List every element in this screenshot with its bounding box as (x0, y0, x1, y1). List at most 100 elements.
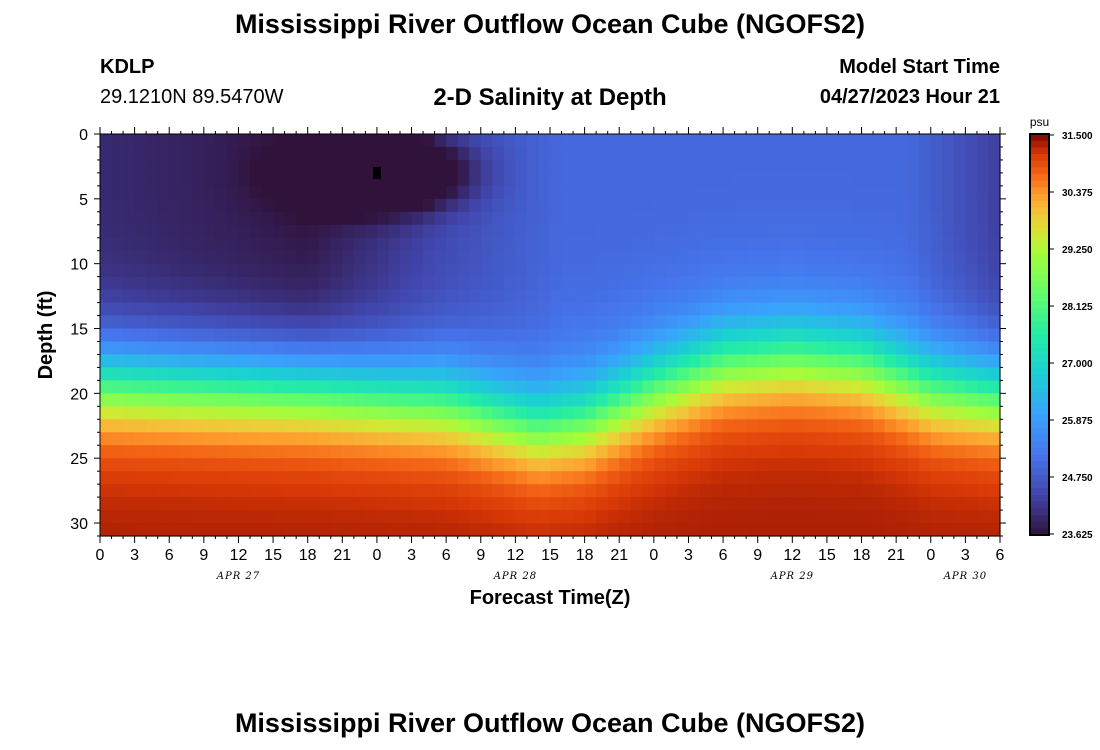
heatmap-cell (907, 484, 920, 498)
heatmap-cell (665, 289, 678, 304)
heatmap-cell (238, 263, 251, 278)
heatmap-cell (330, 445, 343, 459)
heatmap-cell (826, 211, 840, 226)
heatmap-cell (250, 393, 263, 407)
heatmap-cell (769, 134, 782, 148)
heatmap-cell (250, 146, 263, 161)
heatmap-cell (907, 172, 920, 187)
heatmap-cell (203, 393, 216, 407)
heatmap-cell (769, 185, 782, 200)
heatmap-cell (469, 432, 482, 446)
heatmap-cell (826, 146, 840, 161)
heatmap-cell (342, 224, 355, 239)
heatmap-cell (123, 211, 136, 226)
heatmap-cell (723, 510, 736, 524)
heatmap-cell (896, 211, 909, 226)
heatmap-cell (700, 172, 713, 187)
heatmap-cell (884, 380, 897, 394)
heatmap-cell (711, 328, 724, 343)
heatmap-cell (307, 315, 320, 330)
heatmap-cell (469, 134, 482, 148)
heatmap-cell (550, 367, 563, 381)
heatmap-cell (434, 159, 447, 174)
heatmap-cell (273, 276, 286, 291)
heatmap-cell (561, 134, 574, 148)
heatmap-cell (400, 523, 413, 537)
heatmap-cell (550, 134, 563, 148)
heatmap-cell (653, 211, 666, 226)
heatmap-cell (319, 510, 332, 524)
heatmap-cell (134, 393, 147, 407)
heatmap-cell (400, 276, 413, 291)
heatmap-cell (180, 419, 193, 433)
heatmap-cell (215, 354, 228, 369)
heatmap-cell (515, 315, 528, 330)
heatmap-cell (446, 419, 459, 433)
heatmap-cell (330, 276, 343, 291)
heatmap-cell (803, 328, 816, 343)
heatmap-cell (434, 211, 447, 226)
heatmap-cell (550, 354, 563, 369)
heatmap-cell (711, 445, 724, 459)
heatmap-cell (388, 237, 401, 252)
heatmap-cell (746, 302, 759, 317)
colorbar-swatch (1030, 401, 1049, 409)
heatmap-cell (261, 471, 274, 485)
heatmap-cell (457, 250, 470, 265)
heatmap-cell (134, 419, 147, 433)
colorbar-swatch (1030, 501, 1049, 509)
heatmap-cell (700, 484, 713, 498)
heatmap-cell (146, 341, 159, 356)
heatmap-cell (388, 497, 401, 511)
heatmap-cell (757, 289, 770, 304)
heatmap-cell (930, 471, 943, 485)
heatmap-cell (907, 198, 920, 213)
heatmap-cell (169, 172, 182, 187)
heatmap-cell (607, 367, 620, 381)
colorbar-swatch (1030, 147, 1049, 155)
heatmap-cell (965, 198, 978, 213)
heatmap-cell (250, 315, 263, 330)
heatmap-cell (642, 458, 655, 472)
heatmap-cell (850, 224, 863, 239)
heatmap-cell (157, 445, 170, 459)
heatmap-cell (388, 250, 401, 265)
heatmap-cell (180, 458, 193, 472)
heatmap-cell (215, 250, 228, 265)
heatmap-cell (238, 250, 251, 265)
heatmap-cell (953, 510, 966, 524)
heatmap-cell (526, 510, 540, 524)
heatmap-cell (780, 237, 793, 252)
heatmap-cell (192, 224, 205, 239)
heatmap-cell (896, 263, 909, 278)
heatmap-cell (169, 237, 182, 252)
heatmap-cell (423, 146, 436, 161)
heatmap-cell (146, 146, 159, 161)
x-axis: 0 3 6 9 12 15 18 21 0 3 6 9 12 15 18 21 0 3 6 9 12 15 18 21 0 3 6 (96, 127, 1005, 564)
heatmap-cell (734, 211, 747, 226)
heatmap-cell (538, 134, 551, 148)
heatmap-cell (388, 419, 401, 433)
heatmap-cell (930, 419, 943, 433)
heatmap-cell (296, 211, 309, 226)
heatmap-cell (157, 419, 170, 433)
heatmap-cell (330, 406, 343, 420)
heatmap-cell (665, 159, 678, 174)
heatmap-cell (607, 419, 620, 433)
heatmap-cell (700, 146, 713, 161)
heatmap-cell (342, 523, 355, 537)
heatmap-cell (757, 185, 770, 200)
heatmap-cell (515, 458, 528, 472)
heatmap-cell (838, 523, 851, 537)
heatmap-cell (734, 185, 747, 200)
heatmap-cell (850, 328, 863, 343)
date-label: APR 29 (770, 571, 814, 582)
heatmap-cell (388, 523, 401, 537)
heatmap-cell (388, 484, 401, 498)
heatmap-cell (607, 250, 620, 265)
heatmap-cell (503, 134, 516, 148)
heatmap-cell (238, 146, 251, 161)
heatmap-cell (884, 276, 897, 291)
heatmap-cell (273, 510, 286, 524)
